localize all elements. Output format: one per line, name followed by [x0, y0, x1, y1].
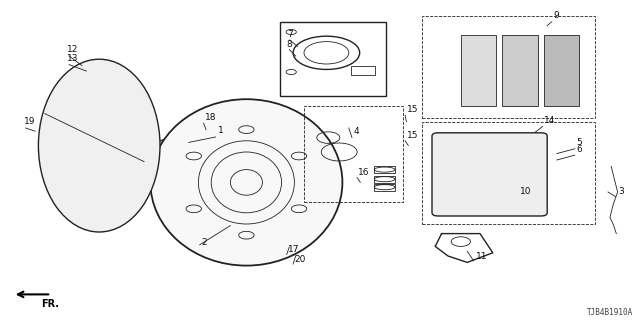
Text: 18: 18	[205, 113, 216, 122]
Text: 15: 15	[407, 105, 419, 114]
Text: 8: 8	[287, 40, 292, 49]
Bar	[374, 184, 395, 191]
Text: 4: 4	[354, 127, 360, 136]
Text: 3: 3	[618, 187, 624, 196]
Bar	[544, 35, 579, 106]
Bar	[461, 35, 496, 106]
Text: 1: 1	[218, 126, 223, 135]
Bar	[304, 106, 403, 202]
Bar	[374, 176, 395, 183]
Text: 20: 20	[294, 255, 306, 264]
Text: 5: 5	[576, 138, 582, 147]
Text: 17: 17	[288, 245, 300, 254]
Text: 16: 16	[358, 168, 370, 177]
Bar	[351, 66, 375, 75]
Bar	[374, 166, 395, 173]
Ellipse shape	[38, 59, 160, 232]
Text: 9: 9	[554, 11, 559, 20]
Text: 14: 14	[544, 116, 556, 125]
Bar	[280, 22, 386, 96]
Text: TJB4B1910A: TJB4B1910A	[588, 308, 634, 317]
Bar	[422, 122, 595, 224]
Text: 13: 13	[67, 54, 79, 63]
Bar	[502, 35, 538, 106]
Text: FR.: FR.	[42, 299, 60, 309]
Ellipse shape	[150, 99, 342, 266]
Text: 19: 19	[24, 117, 36, 126]
Text: 10: 10	[520, 187, 531, 196]
Text: 12: 12	[67, 45, 79, 54]
Text: 6: 6	[576, 145, 582, 154]
Bar	[422, 16, 595, 118]
Text: 15: 15	[407, 131, 419, 140]
Text: 11: 11	[476, 252, 487, 261]
FancyBboxPatch shape	[432, 133, 547, 216]
Text: 7: 7	[287, 30, 292, 39]
Text: 2: 2	[202, 238, 207, 247]
